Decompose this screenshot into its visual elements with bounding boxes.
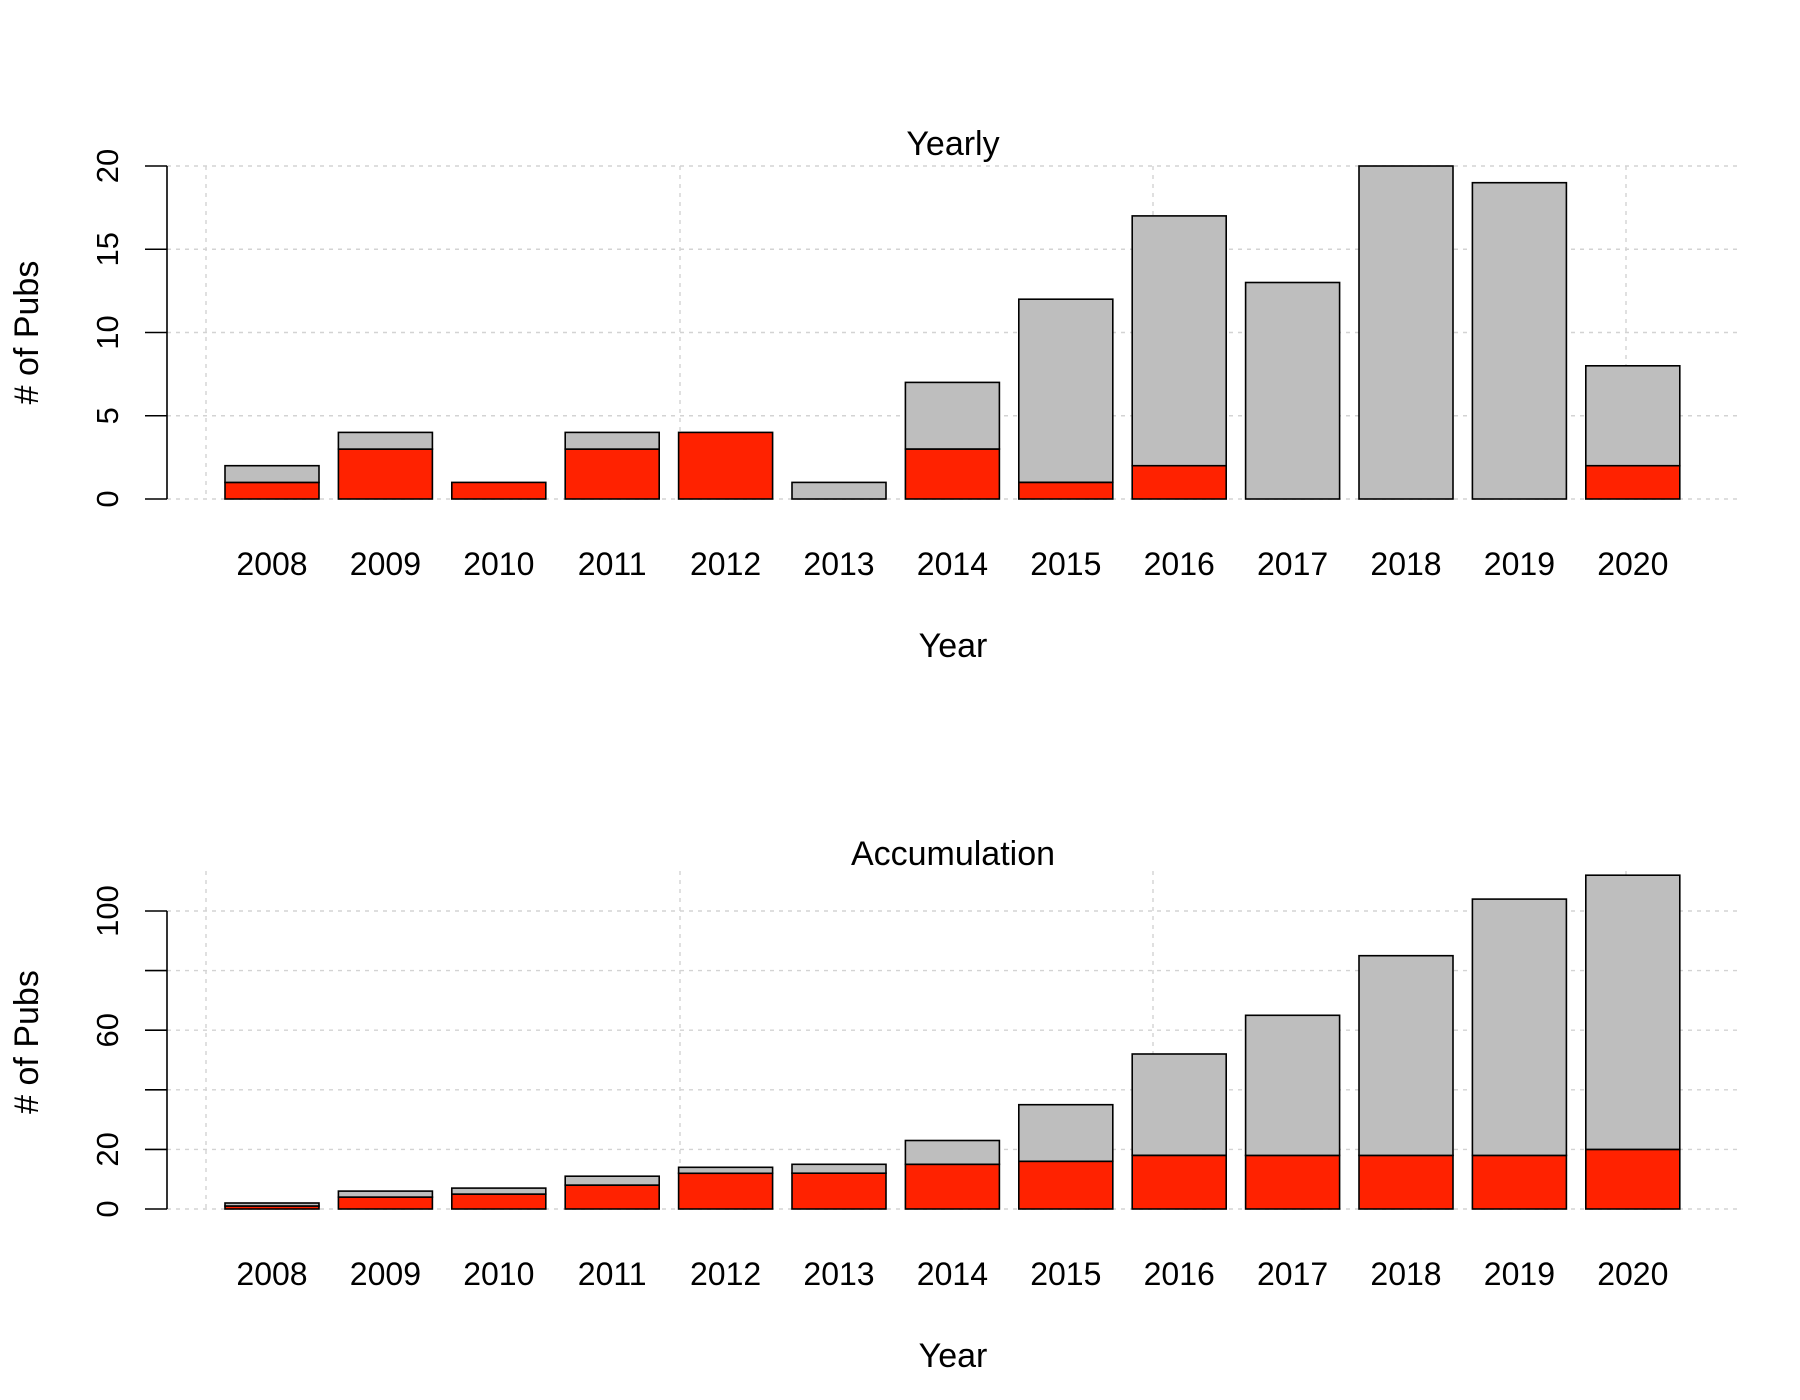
x-tick-label: 2020 — [1597, 546, 1668, 582]
bar-red-2015 — [1017, 481, 1114, 500]
bar-red-2016 — [1131, 464, 1227, 500]
bar-red-2016 — [1131, 1154, 1227, 1210]
x-tick-label: 2011 — [578, 546, 647, 582]
bar-red-2009 — [337, 1196, 434, 1210]
x-tick-label: 2008 — [236, 546, 307, 582]
bar-red-2014 — [904, 448, 1001, 500]
bar-gray-2018 — [1358, 165, 1454, 500]
bar-red-2012 — [677, 431, 774, 500]
bar-red-2011 — [564, 448, 661, 500]
x-tick-label: 2010 — [463, 546, 534, 582]
bar-red-2017 — [1244, 1154, 1341, 1210]
bar-gray-2015 — [1017, 298, 1114, 484]
bar-gray-2019 — [1471, 898, 1568, 1157]
bar-gray-2018 — [1358, 954, 1454, 1157]
bar-red-2011 — [564, 1184, 661, 1210]
y-tick-label: 10 — [90, 315, 125, 349]
bar-gray-2015 — [1017, 1103, 1114, 1163]
bar-gray-2011 — [564, 431, 661, 450]
bar-gray-2011 — [564, 1175, 661, 1186]
x-tick-label: 2008 — [236, 1256, 307, 1292]
bar-red-2015 — [1017, 1160, 1114, 1210]
x-tick-label: 2009 — [350, 1256, 421, 1292]
bar-red-2019 — [1471, 1154, 1568, 1210]
bar-gray-2008 — [224, 464, 320, 484]
x-tick-label: 2012 — [690, 1256, 761, 1292]
bar-gray-2019 — [1471, 181, 1568, 500]
bar-gray-2012 — [677, 1166, 774, 1175]
bar-gray-2020 — [1585, 874, 1681, 1151]
bar-red-2020 — [1585, 1148, 1681, 1210]
bar-red-2012 — [677, 1172, 774, 1210]
y-tick-label: 100 — [90, 885, 125, 937]
x-tick-label: 2013 — [803, 1256, 874, 1292]
x-axis-label: Year — [919, 627, 988, 665]
x-tick-label: 2017 — [1257, 1256, 1328, 1292]
bar-gray-2010 — [450, 1187, 547, 1195]
y-tick-label: 15 — [90, 232, 125, 266]
bar-gray-2013 — [791, 1163, 887, 1175]
x-tick-label: 2016 — [1144, 1256, 1215, 1292]
x-tick-label: 2018 — [1370, 1256, 1441, 1292]
bar-red-2010 — [450, 1193, 547, 1210]
y-tick-label: 20 — [90, 1132, 125, 1166]
x-tick-label: 2009 — [350, 546, 421, 582]
bar-gray-2020 — [1585, 364, 1681, 467]
x-tick-label: 2017 — [1257, 546, 1328, 582]
bar-red-2010 — [450, 481, 547, 500]
bar-gray-2008 — [224, 1202, 320, 1207]
bar-red-2014 — [904, 1163, 1001, 1210]
bar-gray-2016 — [1131, 215, 1227, 467]
x-tick-label: 2010 — [463, 1256, 534, 1292]
x-tick-label: 2019 — [1484, 546, 1555, 582]
bar-gray-2017 — [1244, 281, 1341, 500]
x-tick-label: 2015 — [1030, 1256, 1101, 1292]
x-tick-label: 2014 — [917, 1256, 988, 1292]
chart-title: Yearly — [906, 125, 999, 163]
x-tick-label: 2015 — [1030, 546, 1101, 582]
bar-gray-2016 — [1131, 1053, 1227, 1157]
bar-red-2018 — [1358, 1154, 1454, 1210]
y-tick-label: 60 — [90, 1013, 125, 1047]
y-tick-label: 5 — [90, 407, 125, 424]
bar-gray-2014 — [904, 1139, 1001, 1166]
bar-gray-2014 — [904, 381, 1001, 450]
x-tick-label: 2018 — [1370, 546, 1441, 582]
bar-gray-2013 — [791, 481, 887, 500]
y-tick-label: 0 — [90, 1200, 125, 1217]
bar-red-2008 — [224, 481, 320, 500]
bar-gray-2009 — [337, 431, 434, 450]
x-tick-label: 2014 — [917, 546, 988, 582]
x-tick-label: 2019 — [1484, 1256, 1555, 1292]
bar-gray-2009 — [337, 1190, 434, 1198]
bar-red-2020 — [1585, 464, 1681, 500]
x-tick-label: 2016 — [1144, 546, 1215, 582]
bar-red-2013 — [791, 1172, 887, 1210]
chart-title: Accumulation — [851, 835, 1055, 873]
y-tick-label: 0 — [90, 490, 125, 507]
x-tick-label: 2011 — [578, 1256, 647, 1292]
x-tick-label: 2013 — [803, 546, 874, 582]
bar-gray-2017 — [1244, 1014, 1341, 1157]
x-axis-label: Year — [919, 1337, 988, 1375]
bar-red-2009 — [337, 448, 434, 500]
x-tick-label: 2020 — [1597, 1256, 1668, 1292]
y-tick-label: 20 — [90, 149, 125, 183]
y-axis-label: # of Pubs — [8, 261, 46, 405]
x-tick-label: 2012 — [690, 546, 761, 582]
y-axis-label: # of Pubs — [8, 970, 46, 1114]
